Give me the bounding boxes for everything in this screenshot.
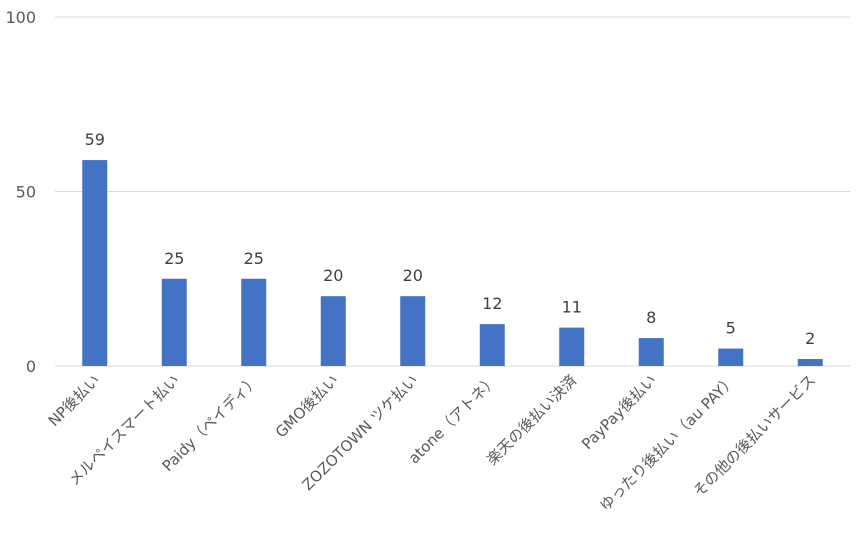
bar [479,324,505,366]
category-label: ゆったり後払い（au PAY） [596,371,739,514]
data-label: 8 [646,308,656,327]
y-axis-ticks: 0 50 100 [5,8,36,376]
category-label: PayPay後払い [578,371,660,453]
data-label: 25 [164,249,184,268]
category-label: NP後払い [45,371,104,430]
category-label: GMO後払い [272,371,342,441]
gridlines [55,16,850,367]
data-label: 25 [244,249,264,268]
data-label: 2 [805,329,815,348]
data-label: 20 [323,266,343,285]
bar [559,327,585,366]
bar [161,278,187,366]
bar [797,359,823,366]
bar [400,296,426,366]
data-label: 20 [403,266,423,285]
bars [82,160,823,366]
data-label: 59 [85,130,105,149]
bar [82,160,108,366]
data-label: 12 [482,294,502,313]
bar [638,338,664,366]
bar [241,278,267,366]
y-tick-label: 50 [16,183,36,202]
y-tick-label: 0 [26,357,36,376]
data-label: 5 [726,319,736,338]
y-tick-label: 100 [5,8,36,27]
bar [718,348,744,366]
data-labels: 59 25 25 20 20 12 11 8 5 2 [85,130,816,348]
data-label: 11 [562,298,582,317]
bar [320,296,346,366]
